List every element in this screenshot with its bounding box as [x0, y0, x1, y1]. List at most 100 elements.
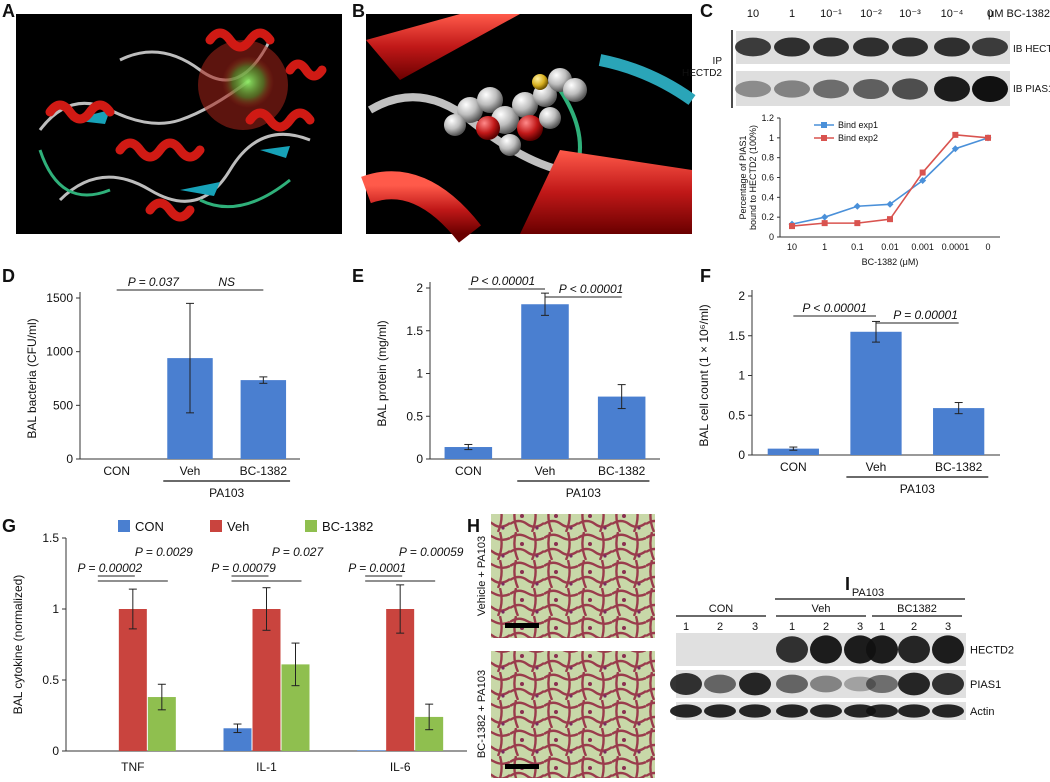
e-y-axis-label: BAL protein (mg/ml) [375, 320, 389, 426]
c-x-tick-label-3: 0.01 [881, 242, 899, 252]
panel-letter-c: C [700, 1, 713, 21]
histology-image-vehicle [491, 514, 655, 638]
c-lane-label-4: 10⁻³ [899, 8, 921, 20]
f-y-tick-label-3: 1.5 [728, 329, 745, 343]
c-point-s0-3 [886, 200, 894, 208]
i-band-actin-2 [739, 704, 771, 718]
i-group-label-0: CON [709, 603, 734, 615]
i-lane-number-4: 2 [823, 621, 829, 633]
e-y-tick-label-3: 1.5 [406, 324, 423, 338]
g-y-tick-label-3: 1.5 [42, 531, 59, 545]
c-band-pias1-0 [735, 80, 771, 98]
c-band-pias1-1 [774, 80, 810, 98]
panel-letter-a: A [2, 1, 15, 21]
c-y-tick-label-3: 0.6 [761, 173, 774, 183]
c-ib-label-hectd2: IB HECTD2 [1013, 44, 1050, 55]
g-bar-2-0 [357, 750, 386, 751]
panel-letter-i: I [845, 574, 850, 594]
c-point-s1-6 [985, 134, 991, 141]
i-band-pias1-1 [704, 674, 736, 694]
c-x-tick-label-2: 0.1 [851, 242, 864, 252]
chart-f-bal-cell-count: 0 0.5 1 1.5 2 BAL cell count (1 × 10⁶/ml) CON V… [697, 289, 1000, 496]
c-x-tick-label-0: 10 [787, 242, 797, 252]
d-y-tick-label-1: 500 [53, 398, 73, 412]
f-bar-2 [933, 408, 985, 455]
scale-bar-top [505, 623, 539, 628]
chart-d-bal-bacteria: 0 500 1000 1500 BAL bacteria (CFU/ml) CON Veh B… [25, 275, 300, 500]
c-band-pias1-3 [853, 79, 889, 99]
e-y-tick-label-2: 1 [416, 367, 423, 381]
c-lane-labels: 10 1 10⁻¹ 10⁻² 10⁻³ 10⁻⁴ 0 [747, 8, 993, 20]
i-group-label-2: BC1382 [897, 603, 937, 615]
i-group-label-1: Veh [812, 603, 831, 615]
c-band-pias1-6 [972, 76, 1008, 102]
i-band-actin-1 [704, 704, 736, 718]
i-band-pias1-0 [670, 672, 702, 696]
c-band-hectd2-0 [735, 37, 771, 57]
i-band-actin-8 [932, 704, 964, 718]
f-bar-1 [850, 331, 902, 455]
i-band-hectd2-8 [932, 635, 964, 664]
i-row-label-pias1: PIAS1 [970, 679, 1001, 691]
g-sig-label-b-2: P = 0.00059 [399, 545, 464, 559]
c-legend-label-1: Bind exp2 [838, 133, 878, 143]
f-x-tick-label-1: Veh [866, 460, 887, 474]
f-y-tick-label-4: 2 [738, 289, 745, 303]
e-sig-label-1: P < 0.00001 [559, 282, 624, 296]
e-bar-0 [444, 447, 493, 459]
c-ib-label-pias1: IB PIAS1 [1013, 84, 1050, 95]
f-bar-0 [767, 448, 819, 455]
g-bar-0-1 [118, 609, 147, 751]
panel-letter-b: B [352, 1, 365, 21]
f-y-axis-label: BAL cell count (1 × 10⁶/ml) [697, 304, 711, 446]
d-x-tick-label-1: Veh [180, 464, 201, 478]
g-x-tick-label-0: TNF [121, 760, 144, 774]
g-sig-label-b-0: P = 0.0029 [135, 545, 193, 559]
panel-letter-d: D [2, 266, 15, 286]
c-point-s1-4 [919, 169, 926, 176]
c-y-tick-label-0: 0 [769, 232, 774, 242]
f-x-tick-label-0: CON [780, 460, 807, 474]
c-point-s0-5 [951, 145, 959, 153]
g-y-axis-label: BAL cytokine (normalized) [11, 575, 25, 715]
i-band-pias1-4 [810, 675, 842, 693]
g-y-tick-label-2: 1 [52, 602, 59, 616]
i-lane-number-5: 3 [857, 621, 863, 633]
panel-letter-h: H [467, 516, 480, 536]
c-legend-marker-1 [821, 135, 827, 141]
c-band-hectd2-6 [972, 37, 1008, 57]
c-y-tick-label-6: 1.2 [761, 113, 774, 123]
c-y-tick-label-4: 0.8 [761, 153, 774, 163]
c-series-line-0 [791, 137, 989, 225]
c-point-s1-1 [821, 220, 828, 227]
c-band-pias1-2 [813, 79, 849, 99]
i-lane-number-6: 1 [879, 621, 885, 633]
i-band-pias1-2 [739, 672, 771, 696]
f-group-label: PA103 [900, 482, 935, 496]
g-y-tick-label-1: 0.5 [42, 673, 59, 687]
g-legend-label-1: Veh [227, 519, 249, 534]
i-row-label-actin: Actin [970, 706, 994, 718]
i-band-hectd2-7 [898, 635, 930, 664]
histology-panel-h: Vehicle + PA103 BC-1382 + PA103 [476, 514, 655, 778]
d-x-tick-label-0: CON [103, 464, 130, 478]
f-y-tick-label-2: 1 [738, 369, 745, 383]
c-point-s1-0 [789, 223, 795, 230]
d-y-tick-label-2: 1000 [46, 345, 73, 359]
d-group-label: PA103 [209, 486, 244, 500]
c-band-hectd2-5 [934, 37, 970, 57]
histology-label-bc1382: BC-1382 + PA103 [476, 670, 488, 758]
c-x-tick-label-5: 0.0001 [942, 242, 970, 252]
e-group-label: PA103 [566, 486, 601, 500]
c-y-tick-label-2: 0.4 [761, 192, 774, 202]
i-band-actin-7 [898, 704, 930, 718]
c-point-s1-3 [887, 216, 893, 223]
c-y-tick-label-1: 0.2 [761, 212, 774, 222]
i-band-hectd2-3 [776, 636, 808, 663]
e-x-tick-label-2: BC-1382 [598, 464, 646, 478]
g-x-tick-label-1: IL-1 [256, 760, 277, 774]
c-point-s1-2 [854, 220, 861, 227]
g-x-tick-label-2: IL-6 [390, 760, 411, 774]
c-lane-label-3: 10⁻² [860, 8, 882, 20]
i-band-pias1-8 [932, 672, 964, 696]
